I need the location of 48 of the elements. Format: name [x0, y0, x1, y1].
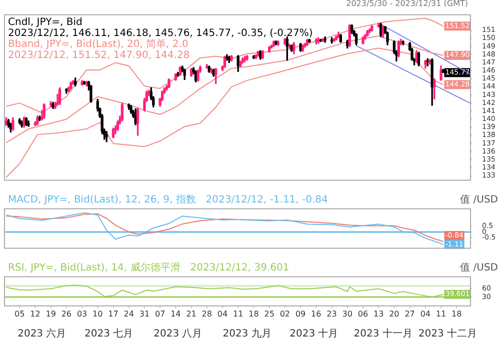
annotation: Bband, JPY=, Bid(Last), 20, 简单, 2.0 — [8, 38, 188, 50]
x-tick-label: 05 — [14, 309, 25, 318]
chart-subtitle: 2023/12/12, -1.11, -0.84 — [206, 194, 328, 206]
x-tick-label: 18 — [248, 309, 259, 318]
x-tick-label: 27 — [404, 309, 415, 318]
x-tick-label: 20 — [389, 309, 400, 318]
x-tick-label: 18 — [452, 309, 462, 318]
annotation: 2023/12/12, 151.52, 147.90, 144.28 — [8, 50, 190, 61]
x-tick-label: 14 — [170, 309, 181, 318]
x-tick-label: 30 — [342, 309, 352, 318]
x-tick-label: 25 — [264, 309, 274, 318]
x-tick-label: 10 — [92, 309, 103, 318]
x2-tick-label: 2023 六月 — [18, 328, 66, 340]
x-tick-label: 19 — [46, 309, 56, 318]
x-tick-label: 21 — [186, 309, 196, 318]
x2-tick-label: 2023 八月 — [154, 328, 202, 340]
x2-tick-label: 2023 九月 — [222, 328, 272, 340]
x-tick-label: 28 — [202, 309, 212, 318]
candlestick — [27, 120, 30, 127]
x-tick-label: 03 — [76, 309, 88, 318]
text: 2023/12/12, 146.11, 146.18, 145.76, 145.77, -0.35, (-0.27%) — [8, 28, 313, 39]
text: 2023/5/30 - 2023/12/31 (GMT) — [346, 0, 468, 8]
x-tick-label: 09 — [295, 309, 306, 318]
x-tick-label: 24 — [124, 309, 134, 318]
x-tick-label: 13 — [373, 309, 384, 318]
x-tick-label: 04 — [420, 309, 430, 318]
x-tick-label: 16 — [311, 309, 322, 318]
chart-subtitle: 2023/12/12, 39.601 — [190, 262, 290, 274]
x2-tick-label: 2023 十月 — [290, 328, 338, 340]
x-tick-label: 06 — [358, 309, 368, 318]
x2-tick-label: 2023 十二月 — [418, 328, 478, 340]
chart-title: Cndl, JPY=, Bid — [8, 16, 82, 28]
y-axis-title: 值 /USD — [460, 194, 498, 206]
y-axis-title: 值 /USD — [460, 262, 498, 274]
x-tick-label: 17 — [108, 309, 118, 318]
x-tick-label: 12 — [30, 309, 40, 318]
x2-tick-label: 2023 七月 — [84, 328, 134, 340]
x-tick-label: 11 — [436, 309, 446, 318]
chart-title: MACD, JPY=, Bid(Last), 12, 26, 9, 指数 — [8, 194, 196, 206]
x-tick-label: 11 — [233, 309, 244, 318]
x-tick-label: 04 — [217, 309, 228, 318]
chart-title: RSI, JPY=, Bid(Last), 14, 威尔德平滑 — [8, 262, 180, 274]
x-tick-label: 31 — [139, 309, 150, 318]
x-tick-label: 07 — [154, 309, 166, 318]
x-tick-label: 02 — [280, 309, 290, 318]
x-tick-label: 26 — [61, 309, 72, 318]
x2-tick-label: 2023 十一月 — [354, 328, 412, 340]
x-tick-label: 23 — [326, 309, 337, 318]
